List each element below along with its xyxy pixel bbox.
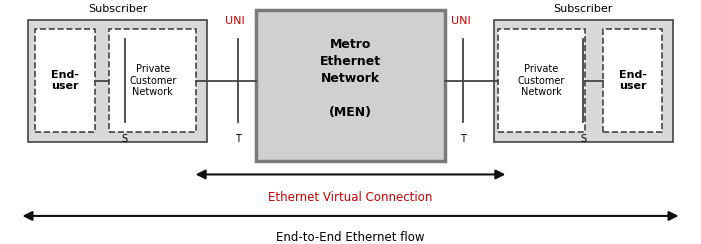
Bar bbox=[109, 29, 196, 132]
Bar bbox=[35, 29, 95, 132]
Text: Private
Customer
Network: Private Customer Network bbox=[129, 64, 177, 97]
Text: Ethernet Virtual Connection: Ethernet Virtual Connection bbox=[268, 191, 433, 204]
Text: Private
Customer
Network: Private Customer Network bbox=[517, 64, 565, 97]
Text: End-
user: End- user bbox=[51, 70, 79, 91]
Bar bbox=[28, 20, 207, 142]
Text: End-
user: End- user bbox=[619, 70, 647, 91]
Text: End-to-End Ethernet flow: End-to-End Ethernet flow bbox=[276, 231, 425, 244]
Text: T: T bbox=[236, 134, 241, 144]
Text: S: S bbox=[580, 134, 586, 144]
Bar bbox=[498, 29, 585, 132]
Bar bbox=[603, 29, 662, 132]
Text: Metro
Ethernet
Network

(MEN): Metro Ethernet Network (MEN) bbox=[320, 38, 381, 119]
Text: Subscriber: Subscriber bbox=[88, 4, 147, 13]
Bar bbox=[494, 20, 673, 142]
Text: UNI: UNI bbox=[451, 16, 471, 26]
Text: S: S bbox=[122, 134, 128, 144]
Bar bbox=[256, 10, 445, 161]
Text: UNI: UNI bbox=[225, 16, 245, 26]
Text: T: T bbox=[460, 134, 465, 144]
Text: Subscriber: Subscriber bbox=[554, 4, 613, 13]
